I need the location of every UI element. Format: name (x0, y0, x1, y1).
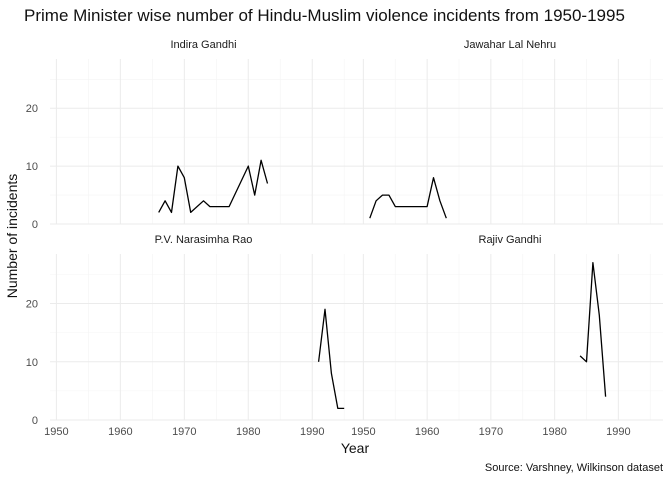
facet-label: Rajiv Gandhi (479, 234, 542, 246)
x-tick-label: 1950 (44, 426, 68, 438)
x-tick-label: 1950 (351, 426, 375, 438)
facet-label: Jawahar Lal Nehru (464, 39, 556, 51)
panel-jawahar-lal-nehru: Jawahar Lal Nehru (357, 39, 663, 225)
panel-indira-gandhi: Indira Gandhi 0 10 20 (26, 39, 357, 231)
panel-p-v-narasimha-rao: P.V. Narasimha Rao 0 10 20 1950 1960 1970 1980 1… (26, 234, 357, 438)
series-line-jawahar-lal-nehru (369, 177, 447, 219)
x-axis-title: Year (341, 440, 370, 456)
x-tick-label: 1980 (236, 426, 260, 438)
facet-label: P.V. Narasimha Rao (155, 234, 253, 246)
x-tick-label: 1990 (300, 426, 324, 438)
x-tick-label: 1970 (479, 426, 503, 438)
series-line-p-v-narasimha-rao (317, 308, 345, 410)
y-axis-title: Number of incidents (4, 174, 20, 299)
facet-label: Indira Gandhi (170, 39, 236, 51)
panel-rajiv-gandhi: Rajiv Gandhi 1950 1960 1970 1980 1990 (351, 234, 663, 438)
y-tick-label: 0 (32, 219, 38, 231)
x-tick-label: 1960 (415, 426, 439, 438)
series-line-indira-gandhi (158, 159, 269, 214)
x-tick-label: 1990 (606, 426, 630, 438)
chart-caption: Source: Varshney, Wilkinson dataset (485, 462, 663, 474)
y-tick-label: 20 (26, 103, 38, 115)
y-tick-label: 0 (32, 415, 38, 427)
x-tick-label: 1960 (108, 426, 132, 438)
y-tick-label: 10 (26, 161, 38, 173)
x-tick-label: 1970 (172, 426, 196, 438)
chart-title: Prime Minister wise number of Hindu-Musl… (24, 6, 625, 25)
facet-panels: Indira Gandhi 0 10 20 Jawahar Lal Nehru P.V. … (26, 39, 663, 438)
x-tick-label: 1980 (542, 426, 566, 438)
y-tick-label: 20 (26, 299, 38, 311)
y-tick-label: 10 (26, 357, 38, 369)
series-line-rajiv-gandhi (579, 262, 607, 397)
